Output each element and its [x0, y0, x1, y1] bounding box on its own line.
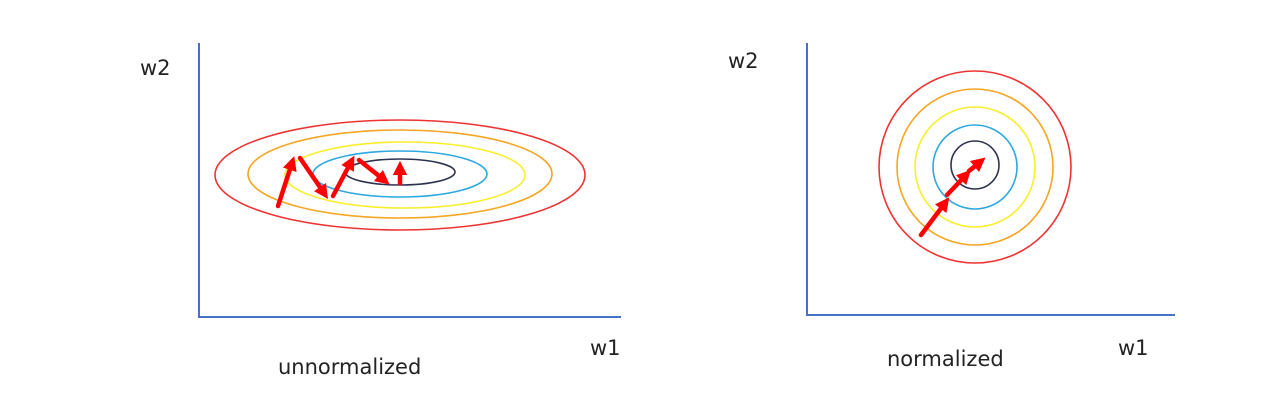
y-axis-label: w2 [728, 49, 759, 73]
step-arrow [966, 157, 986, 174]
step-arrow [944, 169, 971, 198]
panel-caption: unnormalized [278, 355, 421, 379]
contour-outer [214, 119, 586, 231]
normalized-panel: w2 w1 normalized [728, 43, 1175, 371]
panel-caption: normalized [887, 347, 1004, 371]
contour-center [950, 140, 1000, 190]
gradient-path [918, 157, 986, 238]
contour-outer [878, 70, 1072, 264]
step-arrow [330, 155, 355, 199]
step-arrow [356, 157, 390, 185]
contour-level-2 [896, 88, 1054, 246]
step-arrow [297, 155, 329, 199]
unnormalized-panel: w2 w1 unnormalized [140, 43, 621, 379]
contour-level-4 [932, 124, 1018, 210]
x-axis-label: w1 [590, 336, 621, 360]
contour-level-3 [284, 141, 526, 209]
step-arrow [918, 197, 950, 238]
step-arrow [275, 156, 297, 209]
y-axis-label: w2 [140, 56, 171, 80]
contour-level-2 [247, 129, 553, 219]
gradient-path [275, 155, 408, 209]
x-axis-label: w1 [1118, 336, 1149, 360]
contour-level-3 [914, 106, 1036, 228]
